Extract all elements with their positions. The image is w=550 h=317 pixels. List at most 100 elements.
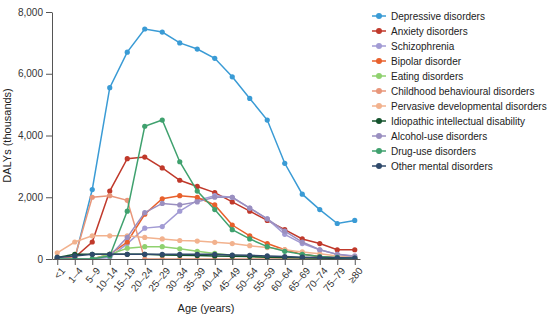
marker [142,26,147,31]
marker [160,224,165,229]
marker [107,193,112,198]
marker [265,216,270,221]
legend-label: Pervasive developmental disorders [391,101,547,112]
marker [107,85,112,90]
y-tick-mark [46,197,52,198]
x-tick-mark [127,259,128,265]
marker [335,221,340,226]
marker [195,188,200,193]
marker [317,254,322,259]
marker [247,205,252,210]
legend-item: Eating disorders [372,71,463,82]
marker [125,252,130,257]
marker [335,255,340,259]
x-tick-mark [320,259,321,265]
marker [265,244,270,249]
series-markers [55,195,358,259]
x-tick: ≥80 [346,259,365,285]
chart: 02,0004,0006,0008,000<11–45–910–1415–192… [0,0,550,317]
x-tick-mark [267,259,268,265]
marker [125,235,130,240]
legend-label: Schizophrenia [391,41,455,52]
y-tick: 2,000 [18,192,52,203]
marker [212,252,217,257]
marker [282,249,287,254]
legend-item: Other mental disorders [372,161,493,172]
marker [352,255,357,259]
legend-swatch [376,163,382,169]
marker [195,195,200,200]
legend-item: Childhood behavioural disorders [372,86,534,97]
marker [352,256,357,259]
marker [300,239,305,244]
marker [142,252,147,257]
marker [352,218,357,223]
marker [247,253,252,258]
marker [212,240,217,245]
marker [160,236,165,241]
legend-label: Alcohol-use disorders [391,131,487,142]
marker [177,246,182,251]
series-line [57,196,355,259]
marker [352,247,357,252]
marker [177,238,182,243]
marker [142,235,147,240]
marker [177,202,182,207]
marker [282,254,287,259]
x-tick-label: 75–79 [321,265,348,294]
marker [300,255,305,259]
legend-item: Alcohol-use disorders [372,131,487,142]
y-tick: 4,000 [18,130,52,141]
legend-swatch [376,13,382,19]
marker [317,256,322,259]
series-line [57,120,355,259]
x-tick-mark [355,259,356,265]
marker [335,255,340,259]
marker [300,255,305,259]
y-tick-mark [46,12,52,13]
marker [335,255,340,259]
marker [230,253,235,258]
marker [230,241,235,246]
marker [230,199,235,204]
marker [160,29,165,34]
marker [230,74,235,79]
y-tick-label: 0 [37,254,43,265]
x-tick: 1–4 [66,259,85,285]
y-tick-mark [46,74,52,75]
marker [352,256,357,259]
legend-swatch [376,88,382,94]
marker [177,209,182,214]
marker [107,252,112,257]
marker [55,255,60,259]
series-markers [55,155,358,259]
marker [177,159,182,164]
x-tick-mark [75,259,76,265]
x-axis-line [53,259,361,260]
legend-swatch [376,148,382,154]
marker [90,187,95,192]
marker [142,226,147,231]
x-tick-mark [232,259,233,265]
marker [160,252,165,257]
legend-swatch [376,28,382,34]
marker [335,256,340,259]
marker [247,236,252,241]
marker [212,251,217,256]
x-tick-mark [162,259,163,265]
marker [247,243,252,248]
legend-label: Depressive disorders [391,11,485,22]
series-markers [55,117,358,259]
series-markers [55,193,358,259]
x-axis-title: Age (years) [178,302,235,314]
x-tick-mark [180,259,181,265]
series-markers [55,26,358,259]
marker [317,247,322,252]
marker [107,252,112,257]
series-markers [55,193,358,259]
legend-swatch [376,58,382,64]
marker [317,207,322,212]
marker [335,247,340,252]
series-line [57,254,355,258]
legend-swatch [376,103,382,109]
